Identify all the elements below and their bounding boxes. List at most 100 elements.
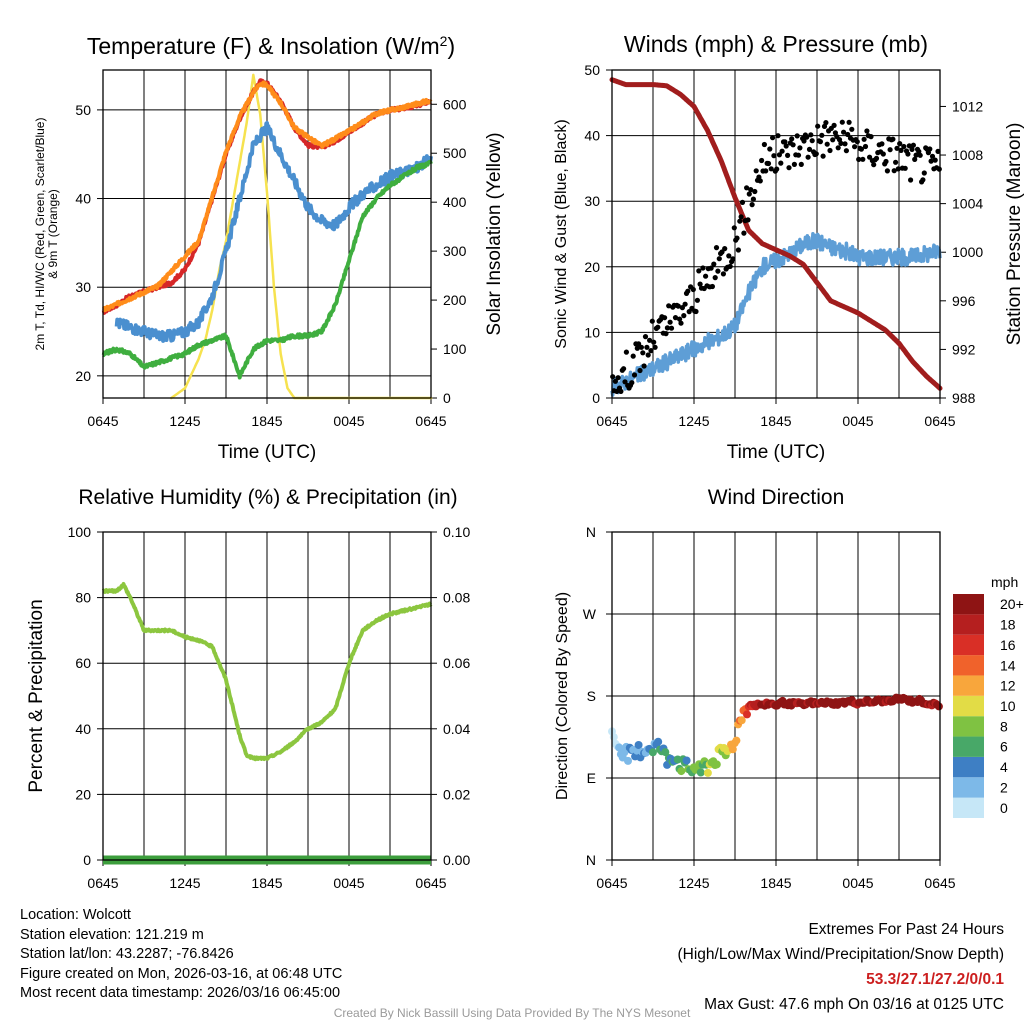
gust-point [709,283,716,290]
y-tick-label: 30 [584,193,600,209]
direction-point [737,716,746,725]
gust-point [693,308,699,315]
extremes-values: 53.3/27.1/27.2/0/0.1 [866,971,1004,988]
gust-point [797,145,803,151]
gust-point [666,303,672,309]
gust-point [883,158,889,165]
gust-point [798,161,804,167]
gust-point [808,132,814,138]
x-tick-label: 0645 [596,875,627,891]
x-tick-label: 0045 [842,875,873,891]
y2-tick-label: 0.08 [443,590,470,606]
gust-point [786,165,792,171]
gust-point [868,134,874,140]
gust-point [894,145,900,151]
gust-point [696,268,702,274]
y2-tick-label: 200 [443,292,467,308]
gust-point [830,137,836,143]
y-tick-label: 60 [75,655,91,671]
gust-point [621,366,627,372]
x-tick-label: 1245 [169,875,200,891]
gust-point [824,141,830,147]
colorbar-label: 16 [1000,637,1016,653]
gust-point [854,139,860,145]
series-9m-temperature [101,80,433,313]
gust-point [935,148,941,154]
y2-tick-label: 992 [952,341,976,357]
gust-point [909,146,915,152]
y2-tick-label: 600 [443,96,467,112]
gust-point [618,388,624,394]
direction-point [696,768,705,777]
y-axis-title-text: Percent & Precipitation [26,599,47,792]
y-tick-label: 0 [592,390,600,406]
gust-point [708,265,714,271]
gust-point [864,128,870,134]
gust-point [720,271,727,277]
y-tick-label: 40 [75,721,91,737]
direction-point [732,736,741,745]
gust-point [795,152,802,158]
y-axis-title-text: Direction (Colored By Speed) [554,592,571,800]
x-tick-label: 0645 [924,875,955,891]
gust-point [735,247,742,253]
gust-point [861,136,867,142]
y-tick-label: W [583,606,597,622]
y2-tick-label: 400 [443,194,467,210]
gust-point [612,378,619,384]
gust-point [791,161,798,167]
gust-point [893,159,899,165]
y2-tick-label: 0.00 [443,852,470,868]
gust-point [801,138,807,144]
gust-point [634,345,640,351]
gust-point [640,350,646,356]
y2-axis-title-temperature: Solar Insolation (Yellow) [484,132,505,335]
gust-point [880,151,886,157]
gust-point [782,139,788,145]
colorbar-label: 18 [1000,617,1016,633]
gust-point [651,339,657,345]
gust-point [879,141,885,147]
gust-point [785,152,791,158]
latlon-text: Station lat/lon: 43.2287; -76.8426 [20,946,234,962]
gust-point [887,147,893,153]
x-tick-label: 0645 [415,875,446,891]
x-tick-label: 0045 [333,875,364,891]
y-tick-label: 20 [75,368,91,384]
direction-point [609,733,618,742]
y-axis-title-line2: & 9m T (Orange) [46,189,60,279]
gust-point [901,143,907,150]
gust-point [905,151,911,157]
gust-point [672,315,679,321]
gust-point [910,142,917,148]
gust-point [873,155,880,161]
colorbar-label: 14 [1000,657,1016,673]
gust-point [908,177,914,183]
gust-point [917,152,923,158]
direction-point [682,756,691,765]
colorbar-label: 12 [1000,678,1016,694]
y2-tick-label: 500 [443,145,467,161]
gust-point [662,315,668,321]
gust-point [849,126,855,132]
gust-point [752,188,758,195]
y-tick-label: 80 [75,590,91,606]
colorbar-swatch [953,594,984,615]
gust-point [745,217,751,223]
y-tick-label: 50 [75,102,91,118]
direction-point [703,768,712,777]
gust-point [641,363,647,369]
direction-point [677,767,686,776]
gust-point [647,337,653,343]
x-tick-label: 0645 [596,413,627,429]
gust-point [749,202,755,208]
y-tick-label: N [586,852,596,868]
gust-point [697,281,703,287]
direction-point [728,745,737,754]
gust-point [871,162,877,168]
y2-tick-label: 0 [443,390,451,406]
gust-point [731,225,737,231]
series-heat-index-wind-chill [114,121,433,343]
y-axis-title-text: Sonic Wind & Gust (Blue, Black) [553,119,570,348]
y2-tick-label: 988 [952,390,976,406]
